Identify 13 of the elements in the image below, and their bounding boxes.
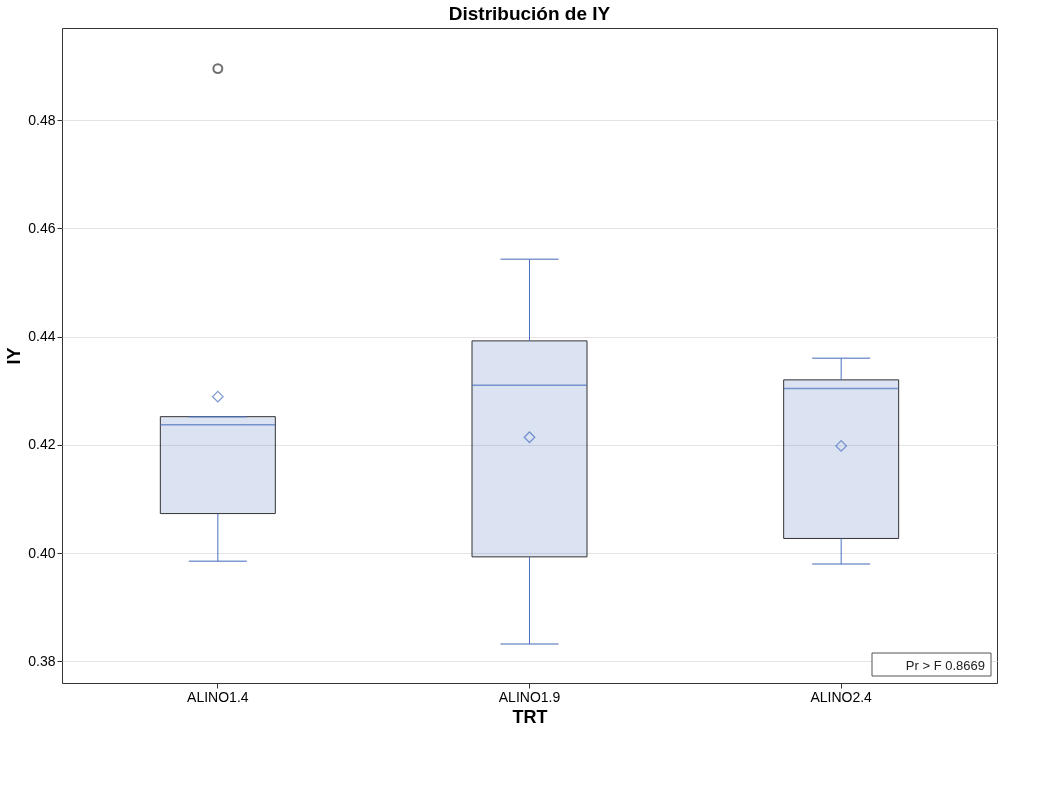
x-tick-label: ALINO1.9: [498, 688, 561, 705]
x-tick-label: ALINO1.4: [187, 688, 249, 705]
y-tick-label: 0.44: [28, 328, 56, 345]
y-tick-label: 0.40: [28, 544, 56, 561]
y-tick-label: 0.46: [28, 219, 56, 236]
y-axis-title: IY: [4, 347, 25, 365]
chart-title: Distribución de IY: [448, 3, 611, 24]
annotation: Pr > F 0.8669: [905, 658, 985, 673]
x-tick-label: ALINO2.4: [810, 688, 873, 705]
x-axis-title: TRT: [512, 706, 548, 727]
y-tick-label: 0.42: [28, 436, 56, 453]
y-tick-label: 0.48: [28, 111, 56, 128]
y-tick-label: 0.38: [28, 652, 56, 669]
